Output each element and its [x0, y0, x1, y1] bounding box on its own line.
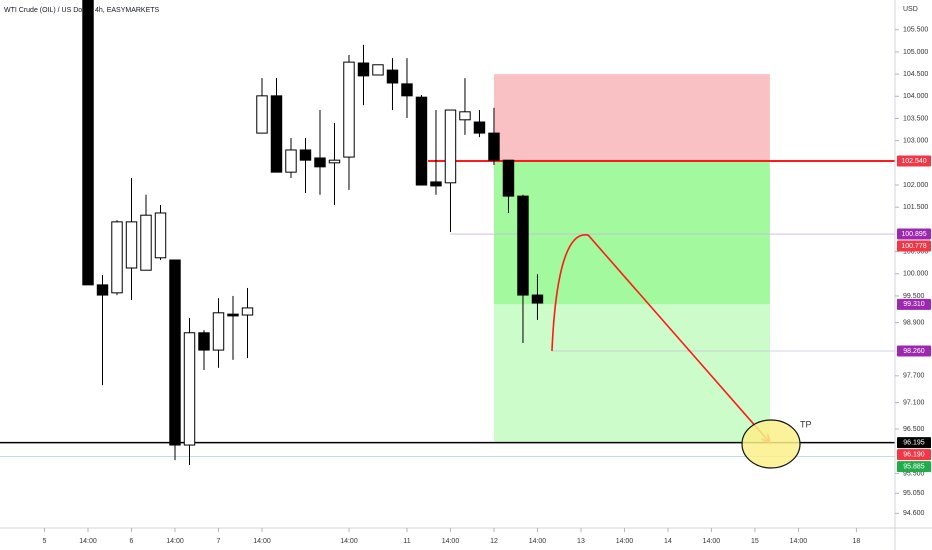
candle-body	[183, 332, 196, 446]
price-label: 95.885	[903, 463, 925, 470]
candle-body	[430, 181, 442, 187]
candle-body	[401, 83, 413, 97]
y-tick-label: 99.500	[903, 293, 925, 300]
price-label-box	[897, 461, 931, 473]
price-label-box	[897, 437, 931, 449]
y-tick-label: 102.000	[903, 182, 928, 189]
candle-body	[256, 95, 268, 134]
candle-body	[111, 221, 123, 294]
x-tick-label: 18	[853, 538, 861, 545]
y-tick-label: 103.500	[903, 115, 928, 122]
y-tick-label: 100.500	[903, 248, 928, 255]
price-labels: 102.540 100.895 100.778 99.310 98.260 96.195 9…	[897, 155, 931, 473]
x-tick-label: 14:00	[529, 538, 547, 545]
x-tick-label: 13	[577, 538, 585, 545]
candles	[82, 0, 544, 465]
x-tick-label: 7	[217, 538, 221, 545]
candle-body	[212, 312, 225, 351]
zones	[493, 74, 770, 443]
price-label: 102.540	[901, 158, 926, 165]
candle-body	[357, 62, 370, 77]
y-tick-label: 96.500	[903, 426, 925, 433]
candle-body	[154, 212, 167, 259]
candle-body	[517, 195, 529, 296]
x-tick-label: 14:00	[79, 538, 97, 545]
candle-body	[125, 221, 138, 269]
candle-body	[444, 109, 457, 184]
candle-body	[488, 132, 500, 161]
candle-body	[140, 214, 152, 271]
candle-body	[270, 95, 283, 173]
profit-zone	[493, 161, 770, 305]
price-label-box	[897, 298, 931, 310]
candle-body	[459, 111, 471, 121]
y-tick-label: 105.500	[903, 27, 928, 34]
price-label: 100.778	[901, 243, 926, 250]
y-tick-label: 97.700	[903, 373, 925, 380]
candle-body	[285, 149, 297, 173]
candle-body	[227, 313, 239, 317]
price-label-box	[897, 155, 931, 167]
price-label-box	[897, 345, 931, 357]
candle-body	[82, 0, 94, 286]
price-label: 96.190	[903, 451, 925, 458]
axes: 105.500 105.000 104.500 104.000 103.500 103.0…	[43, 27, 929, 545]
price-label: 99.310	[903, 301, 925, 308]
price-label: 100.895	[901, 231, 926, 238]
chart-title: WTI Crude (OIL) / US Dollar, 4h, EASYMAR…	[4, 7, 160, 14]
y-tick-label: 104.500	[903, 71, 928, 78]
x-tick-label: 14:00	[442, 538, 460, 545]
x-tick-label: 14:00	[790, 538, 808, 545]
candle-body	[386, 69, 399, 84]
candle-body	[415, 96, 428, 186]
candle-body	[169, 259, 181, 446]
candle-body	[96, 284, 109, 296]
candle-body	[241, 307, 254, 316]
tp-circle	[741, 419, 801, 469]
price-label-box	[897, 240, 931, 252]
y-tick-label: 94.600	[903, 510, 925, 517]
y-tick-label: 105.000	[903, 49, 928, 56]
y-tick-label: 95.050	[903, 490, 925, 497]
x-tick-label: 14:00	[166, 538, 184, 545]
x-tick-label: 14:00	[703, 538, 721, 545]
x-tick-label: 5	[43, 538, 47, 545]
price-label-box	[897, 449, 931, 461]
x-tick-label: 14:00	[616, 538, 634, 545]
price-label: 96.195	[903, 439, 925, 446]
candle-body	[198, 332, 210, 351]
candle-body	[531, 294, 544, 304]
x-tick-label: 15	[751, 538, 759, 545]
y-tick-label: 95.500	[903, 470, 925, 477]
candle-body	[343, 61, 355, 158]
x-tick-label: 6	[130, 538, 134, 545]
candle-body	[502, 159, 515, 197]
y-tick-label: 101.500	[903, 204, 928, 211]
candle-body	[328, 159, 341, 164]
x-tick-label: 14:00	[340, 538, 358, 545]
y-tick-label: 97.100	[903, 399, 925, 406]
y-tick-label: 100.000	[903, 271, 928, 278]
candle-body	[299, 149, 312, 161]
price-label: 98.260	[903, 348, 925, 355]
candle-body	[314, 157, 326, 168]
x-tick-label: 14:00	[253, 538, 271, 545]
target-zone	[493, 304, 770, 443]
candle-body	[372, 64, 384, 76]
y-tick-label: 98.900	[903, 319, 925, 326]
y-tick-label: 103.000	[903, 137, 928, 144]
price-label-box	[897, 228, 931, 240]
x-tick-label: 11	[403, 538, 410, 545]
tp-annotation: TP	[800, 419, 812, 429]
x-tick-label: 14	[664, 538, 672, 545]
x-tick-label: 12	[490, 538, 498, 545]
stop-zone	[493, 74, 770, 162]
currency-label: USD	[903, 6, 918, 13]
y-tick-label: 104.000	[903, 93, 928, 100]
candle-body	[473, 121, 486, 134]
projection-path	[551, 234, 771, 444]
